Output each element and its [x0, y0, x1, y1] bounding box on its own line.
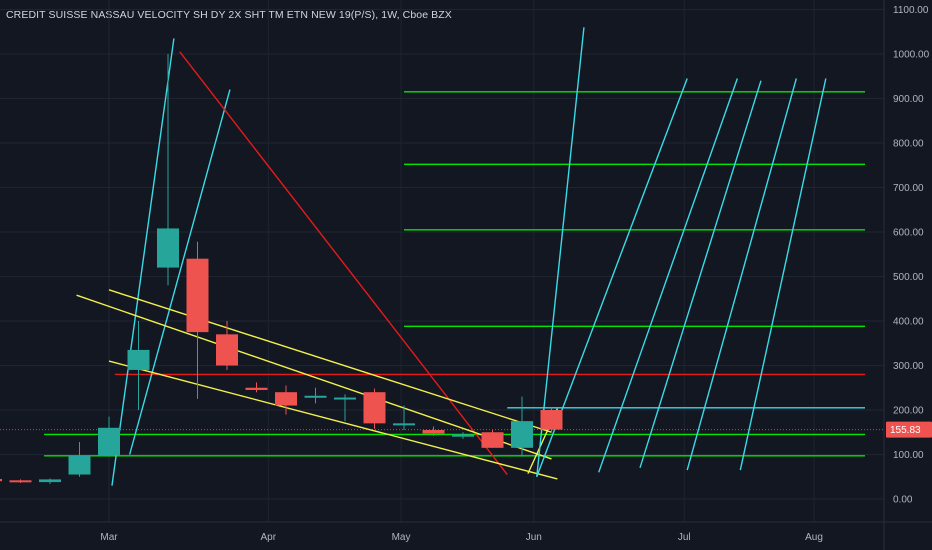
- time-tick-label: May: [392, 532, 411, 543]
- time-tick-label: Jun: [526, 532, 542, 543]
- chart-title: CREDIT SUISSE NASSAU VELOCITY SH DY 2X S…: [6, 9, 452, 21]
- time-tick-label: Apr: [261, 532, 277, 543]
- candle: [452, 432, 474, 439]
- price-tick-label: 600.00: [893, 228, 924, 239]
- candle: [98, 416, 120, 457]
- candles: [0, 54, 563, 484]
- time-tick-label: Mar: [100, 532, 118, 543]
- price-tick-label: 500.00: [893, 272, 924, 283]
- price-tick-label: 0.00: [893, 495, 913, 506]
- trend-line-cyan: [639, 80, 762, 469]
- trend-line-red: [179, 51, 508, 475]
- trend-line-yellow: [108, 289, 552, 433]
- candle: [216, 321, 238, 370]
- candle: [304, 387, 327, 404]
- price-tick-label: 300.00: [893, 361, 924, 372]
- candle: [334, 394, 356, 422]
- candle-body: [0, 478, 2, 482]
- candle-body: [68, 455, 91, 475]
- candle-body: [157, 228, 179, 268]
- candle: [0, 478, 2, 482]
- candle: [511, 396, 533, 457]
- trend-line-cyan: [686, 78, 798, 471]
- trend-line-yellow: [108, 360, 558, 480]
- candle: [481, 430, 504, 448]
- price-tick-label: 700.00: [893, 183, 924, 194]
- candle-body: [275, 392, 297, 406]
- candle: [9, 479, 32, 483]
- candle-body: [452, 434, 474, 437]
- candle-body: [481, 432, 504, 448]
- price-axis[interactable]: 0.00 100.00 200.00 300.00 400.00 500.00 600.00…: [883, 0, 930, 550]
- time-tick-label: Aug: [805, 532, 823, 543]
- candle-body: [186, 258, 209, 333]
- price-tick-label: 1000.00: [893, 50, 930, 61]
- trend-line-cyan: [128, 89, 231, 455]
- candle-body: [127, 349, 150, 370]
- candle-body: [393, 423, 415, 426]
- candle-body: [511, 421, 533, 448]
- candle: [39, 478, 61, 484]
- candle-body: [245, 387, 268, 390]
- trend-line-cyan: [739, 78, 827, 471]
- time-axis[interactable]: FebMarAprMayJunJulAug: [0, 521, 932, 543]
- price-tick-label: 100.00: [893, 450, 924, 461]
- price-tick-label: 900.00: [893, 94, 924, 105]
- last-price-tag-label: 155.83: [890, 425, 921, 436]
- candle-body: [39, 479, 61, 483]
- time-tick-label: Jul: [678, 532, 691, 543]
- candle: [68, 442, 91, 477]
- last-price-tag: 155.83: [886, 421, 932, 438]
- candle-body: [334, 397, 356, 400]
- candle-body: [304, 395, 327, 398]
- drawing-lines: [0, 27, 884, 486]
- candle-body: [540, 410, 563, 430]
- price-tick-label: 400.00: [893, 317, 924, 328]
- candle-body: [363, 392, 386, 424]
- candle: [540, 407, 563, 433]
- candle-body: [9, 480, 32, 483]
- candle-body: [216, 334, 238, 366]
- trend-line-cyan: [111, 38, 175, 486]
- price-tick-label: 1100.00: [893, 5, 929, 16]
- candle-body: [422, 430, 445, 434]
- price-tick-label: 800.00: [893, 139, 924, 150]
- candle: [245, 382, 268, 393]
- candle: [422, 426, 445, 436]
- candle: [275, 385, 297, 415]
- price-tick-label: 200.00: [893, 406, 924, 417]
- candle: [157, 54, 179, 286]
- trend-line-cyan: [598, 78, 739, 473]
- candle-body: [98, 427, 120, 456]
- candle: [186, 241, 209, 399]
- trend-line-cyan: [536, 27, 585, 477]
- candle: [127, 321, 150, 410]
- last-price-tag-box: [886, 421, 932, 438]
- candle: [393, 405, 415, 431]
- candle: [363, 388, 386, 429]
- trend-line-yellow: [76, 294, 552, 460]
